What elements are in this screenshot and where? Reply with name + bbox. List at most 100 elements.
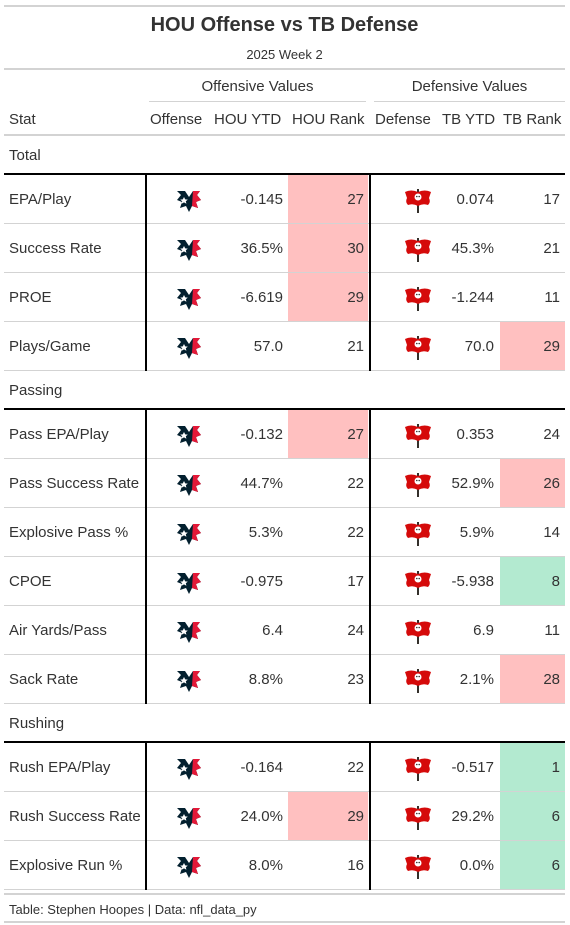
defense-border — [369, 741, 371, 890]
hou-rank-value: 22 — [347, 475, 364, 492]
offense-border — [145, 741, 147, 890]
row-divider — [4, 703, 565, 704]
table-footer: Table: Stephen Hoopes | Data: nfl_data_p… — [9, 902, 257, 917]
texans-logo-icon — [174, 421, 204, 449]
row-divider — [4, 791, 565, 792]
buccaneers-logo-icon — [403, 666, 433, 694]
hou-rank-value: 30 — [347, 240, 364, 257]
tb-ytd-value: 45.3% — [451, 240, 494, 257]
col-header-hou-ytd: HOU YTD — [214, 111, 282, 128]
texans-logo-icon — [174, 617, 204, 645]
tb-rank-value: 21 — [543, 240, 560, 257]
table-row: Explosive Run % 8.0% 16 0.0% 6 — [4, 841, 565, 890]
table-row: Explosive Pass % 5.3% 22 5.9% 14 — [4, 508, 565, 557]
hou-ytd-value: 5.3% — [248, 524, 283, 541]
table-row: Rush EPA/Play -0.164 22 -0.517 1 — [4, 743, 565, 792]
col-header-tb-rank: TB Rank — [503, 111, 562, 128]
row-divider — [4, 889, 565, 890]
col-header-hou-rank: HOU Rank — [292, 111, 365, 128]
tb-rank-value: 28 — [543, 671, 560, 688]
hou-ytd-value: 24.0% — [240, 808, 283, 825]
texans-logo-icon — [174, 803, 204, 831]
hou-rank-value: 29 — [347, 289, 364, 306]
tb-rank-highlight — [500, 655, 565, 703]
group-top-border — [4, 741, 565, 743]
spanner-defensive-line — [374, 101, 565, 102]
hou-rank-highlight — [288, 175, 368, 223]
table-title: HOU Offense vs TB Defense — [150, 14, 419, 36]
row-divider — [4, 223, 565, 224]
tb-ytd-value: 0.074 — [456, 191, 494, 208]
buccaneers-logo-icon — [403, 186, 433, 214]
texans-logo-icon — [174, 754, 204, 782]
table-row: Sack Rate 8.8% 23 2.1% 28 — [4, 655, 565, 704]
header-rule — [4, 68, 565, 70]
buccaneers-logo-icon — [403, 568, 433, 596]
table-row: Success Rate 36.5% 30 45.3% 21 — [4, 224, 565, 273]
tb-ytd-value: -5.938 — [451, 573, 494, 590]
stat-name: PROE — [9, 289, 52, 306]
hou-rank-value: 22 — [347, 759, 364, 776]
buccaneers-logo-icon — [403, 421, 433, 449]
tb-ytd-value: 6.9 — [473, 622, 494, 639]
row-divider — [4, 458, 565, 459]
col-header-offense: Offense — [150, 111, 203, 128]
stat-name: Explosive Run % — [9, 857, 123, 874]
tb-rank-highlight — [500, 792, 565, 840]
tb-ytd-value: 70.0 — [464, 338, 494, 355]
col-header-defense: Defense — [375, 111, 431, 128]
buccaneers-logo-icon — [403, 333, 433, 361]
tb-rank-value: 6 — [551, 857, 560, 874]
hou-ytd-value: 8.0% — [248, 857, 283, 874]
group-top-border — [4, 408, 565, 410]
tb-ytd-value: 5.9% — [459, 524, 494, 541]
spanner-offensive: Offensive Values — [201, 78, 314, 95]
group-top-border — [4, 173, 565, 175]
tb-rank-highlight — [500, 841, 565, 889]
hou-ytd-value: 36.5% — [240, 240, 283, 257]
buccaneers-logo-icon — [403, 284, 433, 312]
table-row: PROE -6.619 29 -1.244 11 — [4, 273, 565, 322]
hou-ytd-value: -0.164 — [240, 759, 283, 776]
group-label: Passing — [9, 382, 63, 399]
row-divider — [4, 840, 565, 841]
buccaneers-logo-icon — [403, 852, 433, 880]
spanner-defensive: Defensive Values — [411, 78, 528, 95]
stat-name: Rush Success Rate — [9, 808, 141, 825]
hou-ytd-value: 8.8% — [248, 671, 283, 688]
stat-name: Air Yards/Pass — [9, 622, 107, 639]
stat-name: Rush EPA/Play — [9, 759, 111, 776]
row-divider — [4, 370, 565, 371]
buccaneers-logo-icon — [403, 235, 433, 263]
table-row: Pass Success Rate 44.7% 22 52.9% 26 — [4, 459, 565, 508]
tb-ytd-value: 29.2% — [451, 808, 494, 825]
row-divider — [4, 507, 565, 508]
hou-rank-value: 17 — [347, 573, 364, 590]
tb-rank-value: 29 — [543, 338, 560, 355]
group-label: Total — [9, 147, 41, 164]
texans-logo-icon — [174, 666, 204, 694]
table-row: CPOE -0.975 17 -5.938 8 — [4, 557, 565, 606]
offense-border — [145, 173, 147, 371]
hou-rank-value: 24 — [347, 622, 364, 639]
buccaneers-logo-icon — [403, 519, 433, 547]
hou-ytd-value: 6.4 — [262, 622, 283, 639]
stat-name: Pass EPA/Play — [9, 426, 109, 443]
tb-rank-highlight — [500, 557, 565, 605]
buccaneers-logo-icon — [403, 754, 433, 782]
stat-name: Pass Success Rate — [9, 475, 140, 492]
table-row: Pass EPA/Play -0.132 27 0.353 24 — [4, 410, 565, 459]
hou-ytd-value: 44.7% — [240, 475, 283, 492]
stat-name: CPOE — [9, 573, 52, 590]
bottom-rule — [4, 893, 565, 895]
stat-name: Success Rate — [9, 240, 102, 257]
spanner-offensive-line — [149, 101, 366, 102]
table-row: Rush Success Rate 24.0% 29 29.2% 6 — [4, 792, 565, 841]
texans-logo-icon — [174, 852, 204, 880]
stat-name: Plays/Game — [9, 338, 91, 355]
tb-ytd-value: 52.9% — [451, 475, 494, 492]
col-header-tb-ytd: TB YTD — [442, 111, 496, 128]
stat-name: Explosive Pass % — [9, 524, 129, 541]
tb-rank-value: 17 — [543, 191, 560, 208]
hou-rank-value: 27 — [347, 191, 364, 208]
